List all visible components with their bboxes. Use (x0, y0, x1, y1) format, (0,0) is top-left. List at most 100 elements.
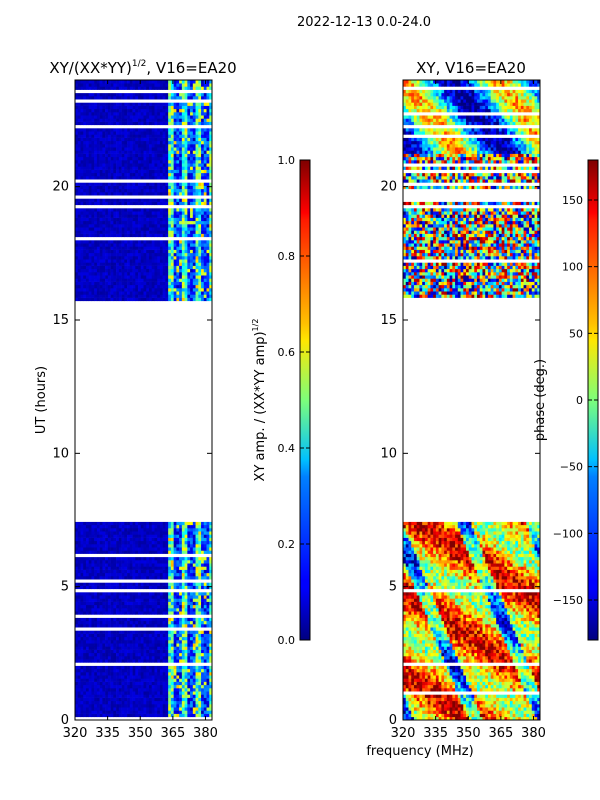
heatmap-cell (168, 595, 172, 599)
heatmap-cell (157, 256, 161, 260)
heatmap-cell (181, 214, 185, 218)
heatmap-cell (132, 608, 136, 612)
heatmap-cell (77, 534, 81, 538)
heatmap-cell (132, 547, 136, 551)
heatmap-cell (187, 592, 191, 596)
heatmap-cell (80, 214, 84, 218)
heatmap-cell (121, 704, 125, 708)
heatmap-cell (146, 704, 150, 708)
heatmap-cell (187, 150, 191, 154)
heatmap-cell (162, 284, 166, 289)
heatmap-cell (146, 649, 150, 654)
heatmap-cell (179, 185, 183, 190)
heatmap-cell (198, 211, 202, 215)
heatmap-cell (192, 284, 196, 289)
heatmap-cell (198, 172, 202, 177)
heatmap-cell (127, 188, 131, 193)
heatmap-cell (206, 665, 210, 670)
heatmap-cell (121, 281, 125, 286)
heatmap-cell (187, 563, 191, 567)
heatmap-cell (201, 169, 205, 174)
heatmap-cell (116, 201, 120, 206)
heatmap-cell (116, 592, 120, 596)
heatmap-cell (105, 230, 109, 234)
heatmap-cell (201, 633, 205, 638)
heatmap-cell (165, 678, 169, 682)
heatmap-cell (99, 656, 103, 660)
heatmap-cell (80, 697, 84, 702)
heatmap-cell (181, 275, 185, 279)
heatmap-cell (190, 297, 194, 302)
heatmap-cell (165, 150, 169, 154)
heatmap-cell (85, 208, 89, 212)
heatmap-cell (96, 643, 100, 647)
heatmap-cell (124, 246, 128, 250)
heatmap-cell (146, 659, 150, 663)
heatmap-cell (187, 694, 191, 698)
heatmap-cell (118, 294, 122, 298)
heatmap-cell (140, 185, 144, 190)
heatmap-cell (85, 182, 89, 186)
heatmap-cell (192, 153, 196, 158)
heatmap-cell (83, 220, 87, 225)
heatmap-cell (91, 678, 95, 682)
heatmap-cell (159, 601, 163, 606)
heatmap-cell (99, 630, 103, 634)
heatmap-cell (77, 595, 81, 599)
heatmap-cell (105, 700, 109, 705)
heatmap-cell (173, 620, 177, 625)
heatmap-cell (118, 185, 122, 190)
heatmap-cell (165, 252, 169, 257)
heatmap-cell (143, 220, 147, 225)
heatmap-cell (195, 201, 199, 206)
heatmap-cell (209, 691, 212, 695)
heatmap-cell (151, 262, 155, 266)
heatmap-cell (201, 672, 205, 676)
heatmap-cell (143, 640, 147, 644)
heatmap-cell (116, 288, 120, 292)
heatmap-cell (179, 611, 183, 615)
heatmap-cell (179, 550, 183, 554)
heatmap-cell (75, 697, 79, 702)
heatmap-cell (135, 240, 139, 244)
heatmap-cell (88, 192, 92, 196)
heatmap-cell (151, 700, 155, 705)
heatmap-cell (157, 694, 161, 698)
heatmap-cell (121, 294, 125, 298)
heatmap-cell (121, 569, 125, 574)
heatmap-cell (165, 288, 169, 292)
heatmap-cell (96, 547, 100, 551)
heatmap-cell (77, 656, 81, 660)
heatmap-cell (124, 265, 128, 270)
heatmap-cell (181, 608, 185, 612)
heatmap-cell (85, 563, 89, 567)
heatmap-cell (198, 230, 202, 234)
heatmap-cell (113, 288, 117, 292)
heatmap-cell (201, 643, 205, 647)
heatmap-cell (201, 521, 205, 526)
heatmap-cell (195, 528, 199, 532)
heatmap-cell (165, 153, 169, 158)
heatmap-cell (75, 208, 79, 212)
heatmap-cell (127, 681, 131, 686)
heatmap-cell (75, 521, 79, 526)
heatmap-cell (75, 569, 79, 574)
heatmap-cell (165, 243, 169, 247)
heatmap-cell (190, 665, 194, 670)
heatmap-cell (168, 601, 172, 606)
heatmap-cell (132, 227, 136, 231)
heatmap-cell (94, 566, 98, 570)
heatmap-cell (105, 176, 109, 180)
heatmap-cell (209, 700, 212, 705)
heatmap-cell (132, 700, 136, 705)
heatmap-cell (127, 630, 131, 634)
heatmap-cell (110, 604, 114, 609)
heatmap-cell (148, 592, 153, 596)
heatmap-cell (192, 246, 196, 250)
heatmap-cell (181, 601, 185, 606)
heatmap-cell (154, 675, 158, 679)
heatmap-cell (143, 249, 147, 254)
heatmap-cell (113, 704, 117, 708)
heatmap-cell (102, 256, 106, 260)
heatmap-cell (105, 278, 109, 282)
